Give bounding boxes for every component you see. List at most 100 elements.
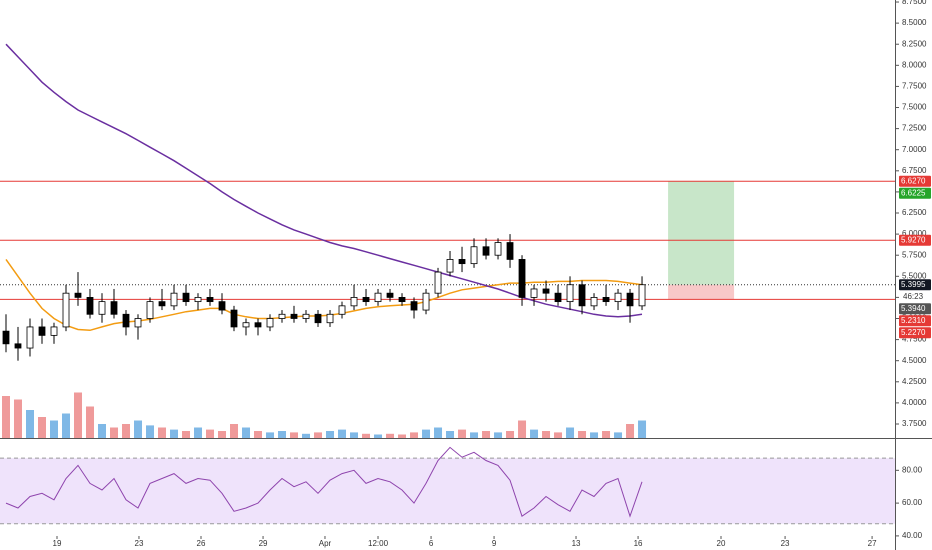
candle-body bbox=[374, 292, 382, 303]
y-tick-label: 3.7500 bbox=[902, 419, 927, 428]
countdown: 46:23 bbox=[903, 292, 924, 301]
x-tick-label: 6 bbox=[429, 539, 434, 548]
x-tick-label: 23 bbox=[135, 539, 144, 548]
y-tick-label: 6.2500 bbox=[902, 208, 927, 217]
volume-bar bbox=[38, 417, 47, 438]
price-tag-label: 5.2310 bbox=[901, 316, 926, 325]
volume-bar bbox=[470, 432, 479, 438]
candle-body bbox=[14, 343, 22, 349]
volume-bar bbox=[638, 420, 647, 438]
candle-body bbox=[626, 292, 634, 307]
candle-body bbox=[326, 313, 334, 324]
price-tag-label: 5.2270 bbox=[901, 328, 926, 337]
candle-body bbox=[470, 246, 478, 265]
rsi-band bbox=[0, 458, 895, 524]
moving-average bbox=[5, 258, 643, 332]
candle-body bbox=[110, 301, 118, 315]
y-tick-label: 8.5000 bbox=[902, 18, 927, 27]
candle-body bbox=[302, 313, 310, 319]
candle-body bbox=[506, 242, 514, 260]
candle-body bbox=[182, 292, 190, 303]
candle-body bbox=[86, 297, 94, 315]
y-tick-label: 8.7500 bbox=[902, 0, 927, 6]
candle-body bbox=[494, 242, 502, 256]
price-tag-label: 6.6270 bbox=[901, 176, 926, 185]
candle-body bbox=[434, 271, 442, 294]
x-tick-label: 20 bbox=[717, 539, 726, 548]
price-tag bbox=[899, 315, 931, 327]
volume-bar bbox=[26, 410, 35, 438]
candle-body bbox=[194, 297, 202, 303]
x-tick-label: 16 bbox=[634, 539, 643, 548]
candle-body bbox=[614, 292, 622, 303]
volume-bar bbox=[338, 429, 347, 438]
candle-body bbox=[410, 301, 418, 311]
moving-average bbox=[5, 43, 643, 318]
candle-body bbox=[146, 301, 154, 319]
volume-bar bbox=[434, 427, 443, 438]
x-tick-label: 12:00 bbox=[368, 539, 389, 548]
candle-body bbox=[566, 284, 574, 303]
price-tag bbox=[899, 187, 931, 199]
y-tick-label: 7.2500 bbox=[902, 124, 927, 133]
candle-body bbox=[362, 297, 370, 303]
countdown-tag bbox=[899, 291, 931, 303]
volume-bar bbox=[218, 431, 227, 438]
price-tag bbox=[899, 279, 931, 291]
volume-bar bbox=[122, 424, 131, 438]
price-tag-label: 5.3940 bbox=[901, 304, 926, 313]
candle-body bbox=[122, 313, 130, 328]
y-tick-label: 8.2500 bbox=[902, 39, 927, 48]
x-tick-label: Apr bbox=[319, 539, 332, 548]
x-tick-label: 29 bbox=[259, 539, 268, 548]
volume-bar bbox=[446, 431, 455, 438]
loss-zone bbox=[668, 284, 735, 300]
volume-bar bbox=[602, 431, 611, 438]
y-tick-label: 4.0000 bbox=[902, 398, 927, 407]
candle-body bbox=[422, 292, 430, 311]
volume-bar bbox=[386, 433, 395, 438]
y-tick-label: 5.5000 bbox=[902, 271, 927, 280]
volume-bar bbox=[518, 420, 527, 438]
y-tick-label: 6.0000 bbox=[902, 229, 927, 238]
volume-bar bbox=[206, 429, 215, 438]
y-tick-label: 6.7500 bbox=[902, 166, 927, 175]
volume-bar bbox=[482, 431, 491, 438]
rsi-tick-label: 80.00 bbox=[902, 465, 923, 474]
price-tag bbox=[899, 303, 931, 315]
x-tick-label: 23 bbox=[781, 539, 790, 548]
volume-bar bbox=[134, 420, 143, 438]
candle-body bbox=[350, 297, 358, 307]
price-tag bbox=[899, 234, 931, 246]
candle-body bbox=[590, 297, 598, 307]
volume-bar bbox=[458, 429, 467, 438]
candle-body bbox=[230, 309, 238, 328]
x-tick-label: 13 bbox=[572, 539, 581, 548]
candle-body bbox=[158, 301, 166, 307]
candle-body bbox=[74, 292, 82, 298]
candle-body bbox=[134, 318, 142, 328]
volume-bar bbox=[614, 432, 623, 438]
candle-body bbox=[242, 322, 250, 328]
volume-bar bbox=[506, 431, 515, 438]
profit-zone bbox=[668, 181, 735, 285]
candle-body bbox=[338, 305, 346, 315]
candle-body bbox=[218, 301, 226, 311]
y-tick-label: 7.7500 bbox=[902, 82, 927, 91]
volume-bar bbox=[62, 413, 71, 438]
candle-body bbox=[638, 284, 646, 307]
volume-bar bbox=[110, 427, 119, 438]
volume-bar bbox=[242, 427, 251, 438]
rsi-line bbox=[5, 446, 643, 518]
y-tick-label: 7.0000 bbox=[902, 145, 927, 154]
x-tick-label: 27 bbox=[868, 539, 877, 548]
volume-bar bbox=[230, 424, 239, 438]
candle-body bbox=[446, 259, 454, 273]
volume-bar bbox=[626, 424, 635, 438]
candle-body bbox=[254, 322, 262, 328]
volume-bar bbox=[494, 432, 503, 438]
volume-bar bbox=[146, 425, 155, 438]
candle-body bbox=[206, 297, 214, 303]
x-tick-label: 26 bbox=[197, 539, 206, 548]
volume-bar bbox=[302, 433, 311, 438]
